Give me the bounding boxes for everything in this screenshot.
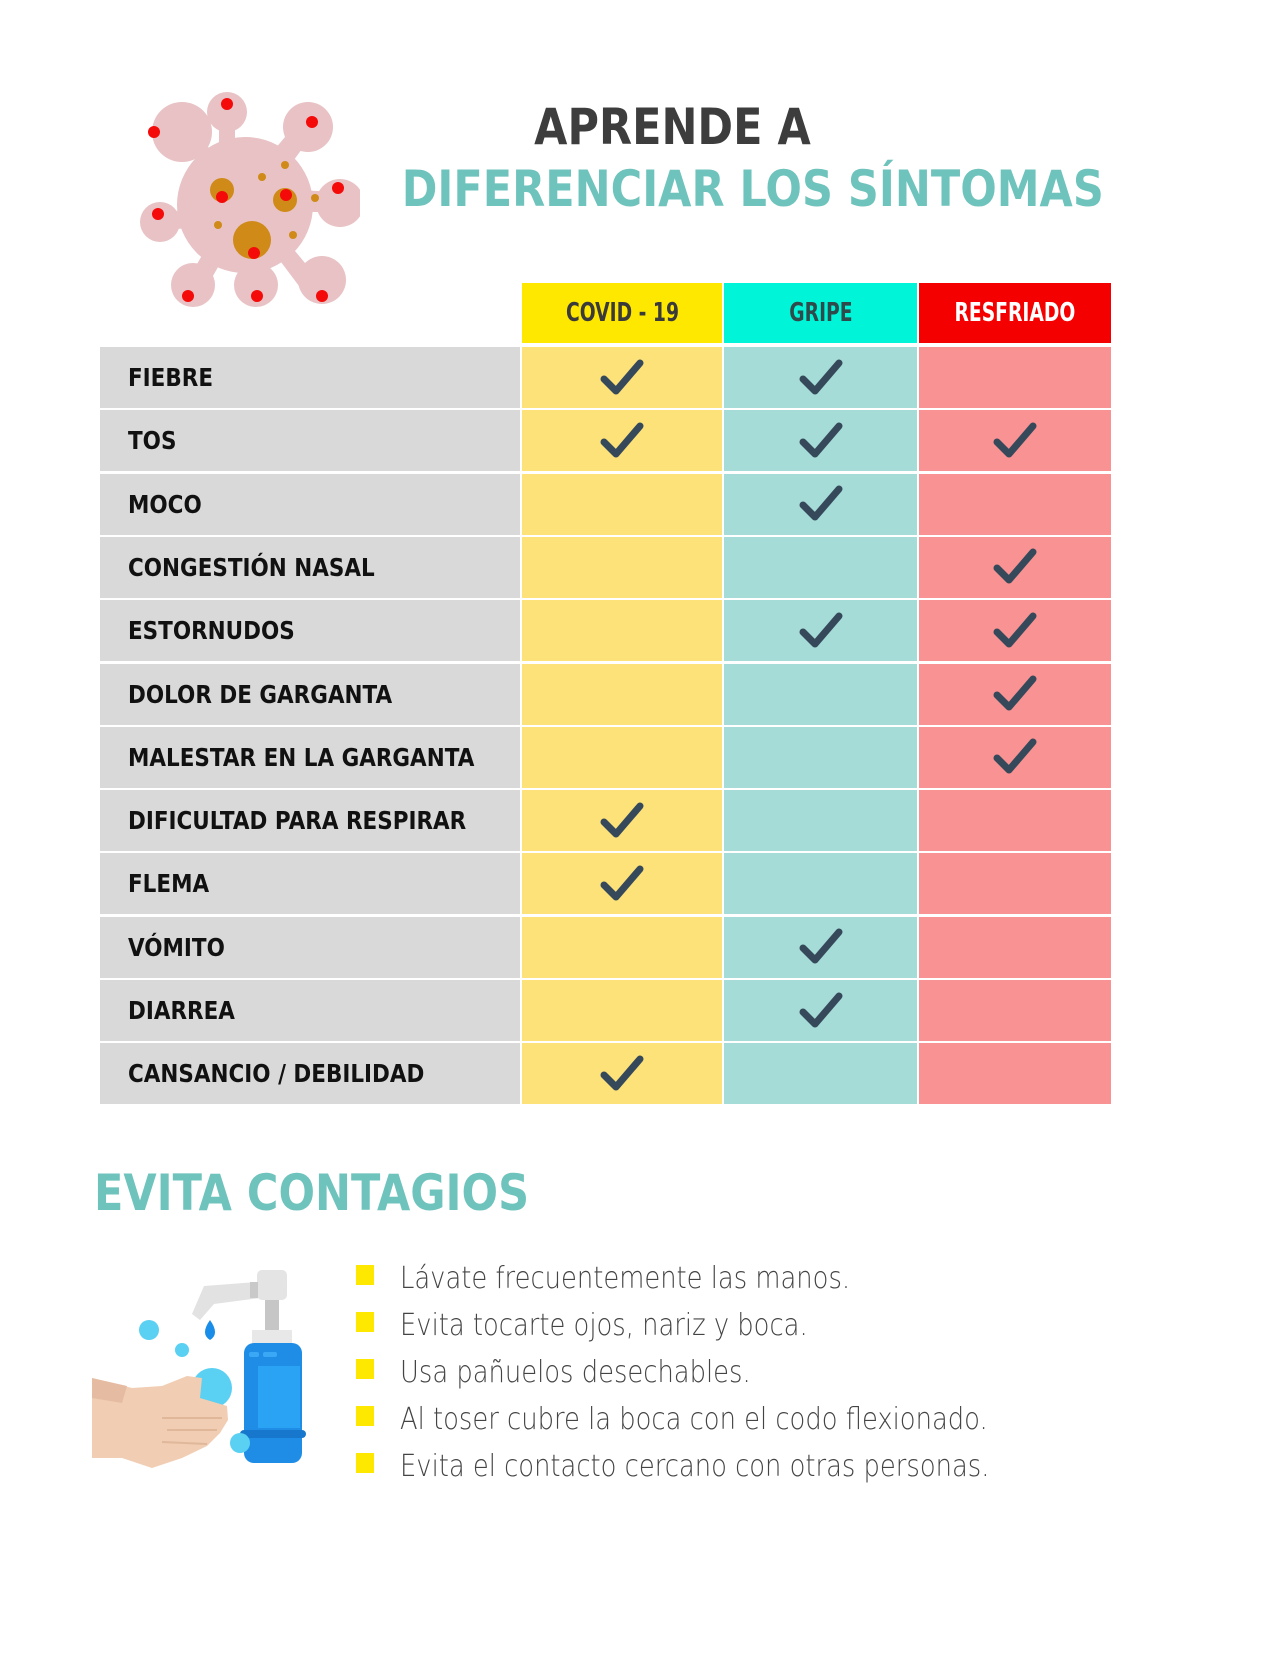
symptom-label: ESTORNUDOS [100,600,520,662]
checkmark-icon [600,359,644,394]
cell-gripe [724,790,917,852]
cell-gripe [724,726,917,788]
title-line-1: APRENDE A [534,98,811,156]
hand-wash-soap-icon [92,1270,306,1468]
cell-gripe [724,980,917,1041]
table-row: CANSANCIO / DEBILIDAD [100,1043,1111,1105]
checkmark-icon [600,1055,644,1091]
symptom-label: MOCO [100,473,520,535]
cell-resfriado [919,347,1111,408]
checkmark-icon [993,612,1037,648]
square-bullet-icon [356,1405,374,1426]
cell-covid [522,663,722,725]
table-row: CONGESTIÓN NASAL [100,536,1111,598]
cell-resfriado [919,790,1111,852]
cell-covid [522,410,722,472]
checkmark-icon [600,422,644,458]
cell-resfriado [919,916,1111,978]
symptom-label: VÓMITO [100,916,520,978]
checkmark-icon [799,612,842,648]
cell-resfriado [919,473,1111,535]
cell-resfriado [919,536,1111,598]
symptom-label: TOS [100,410,520,472]
column-header-resfriado: RESFRIADO [919,283,1111,343]
table-row: FLEMA [100,853,1111,915]
symptom-label: FLEMA [100,853,520,915]
square-bullet-icon [356,1311,374,1332]
cell-resfriado [919,663,1111,725]
page-title: APRENDE A DIFERENCIAR LOS SÍNTOMAS [400,96,1130,220]
cell-covid [522,790,722,852]
column-header-gripe: GRIPE [724,283,917,343]
table-row: DIFICULTAD PARA RESPIRAR [100,790,1111,852]
cell-covid [522,536,722,598]
symptom-label: DIFICULTAD PARA RESPIRAR [100,790,520,852]
column-header-covid: COVID - 19 [522,283,722,343]
table-row: ESTORNUDOS [100,600,1111,662]
checkmark-icon [600,802,644,838]
table-row: VÓMITO [100,916,1111,978]
cell-gripe [724,916,917,978]
symptom-label: CONGESTIÓN NASAL [100,536,520,598]
checkmark-icon [600,865,644,901]
cell-gripe [724,853,917,915]
prevention-tip: Evita el contacto cercano con otras pers… [356,1443,1116,1490]
cell-gripe [724,536,917,598]
table-row: TOS [100,410,1111,472]
table-row: DOLOR DE GARGANTA [100,663,1111,725]
virus-icon [140,92,360,307]
symptom-label: DIARREA [100,980,520,1041]
cell-covid [522,853,722,915]
cell-gripe [724,600,917,662]
checkmark-icon [993,675,1037,711]
checkmark-icon [993,548,1037,584]
cell-covid [522,347,722,408]
prevention-tip: Usa pañuelos desechables. [356,1349,1116,1396]
cell-resfriado [919,853,1111,915]
table-row: MALESTAR EN LA GARGANTA [100,726,1111,788]
prevention-tip: Al toser cubre la boca con el codo flexi… [356,1396,1116,1443]
checkmark-icon [799,928,842,964]
cell-covid [522,916,722,978]
table-row: FIEBRE [100,347,1111,408]
cell-resfriado [919,1043,1111,1105]
checkmark-icon [993,738,1037,774]
table-row: DIARREA [100,980,1111,1041]
cell-gripe [724,1043,917,1105]
symptom-label: DOLOR DE GARGANTA [100,663,520,725]
square-bullet-icon [356,1452,374,1473]
square-bullet-icon [356,1264,374,1285]
cell-gripe [724,347,917,408]
cell-resfriado [919,600,1111,662]
cell-covid [522,980,722,1041]
checkmark-icon [993,422,1037,458]
checkmark-icon [799,359,842,394]
title-line-2: DIFERENCIAR LOS SÍNTOMAS [401,160,1104,218]
cell-covid [522,600,722,662]
square-bullet-icon [356,1358,374,1379]
prevention-tip: Lávate frecuentemente las manos. [356,1255,1116,1302]
checkmark-icon [799,422,842,458]
cell-covid [522,473,722,535]
checkmark-icon [799,485,842,521]
cell-covid [522,1043,722,1105]
symptom-label: MALESTAR EN LA GARGANTA [100,726,520,788]
prevention-tip: Evita tocarte ojos, nariz y boca. [356,1302,1116,1349]
cell-resfriado [919,726,1111,788]
cell-resfriado [919,980,1111,1041]
cell-gripe [724,410,917,472]
checkmark-icon [799,992,842,1027]
cell-gripe [724,473,917,535]
prevention-title: EVITA CONTAGIOS [94,1164,530,1222]
cell-gripe [724,663,917,725]
symptom-label: FIEBRE [100,347,520,408]
cell-resfriado [919,410,1111,472]
cell-covid [522,726,722,788]
prevention-tips-list: Lávate frecuentemente las manos. Evita to… [356,1255,1116,1490]
table-row: MOCO [100,473,1111,535]
symptom-label: CANSANCIO / DEBILIDAD [100,1043,520,1105]
